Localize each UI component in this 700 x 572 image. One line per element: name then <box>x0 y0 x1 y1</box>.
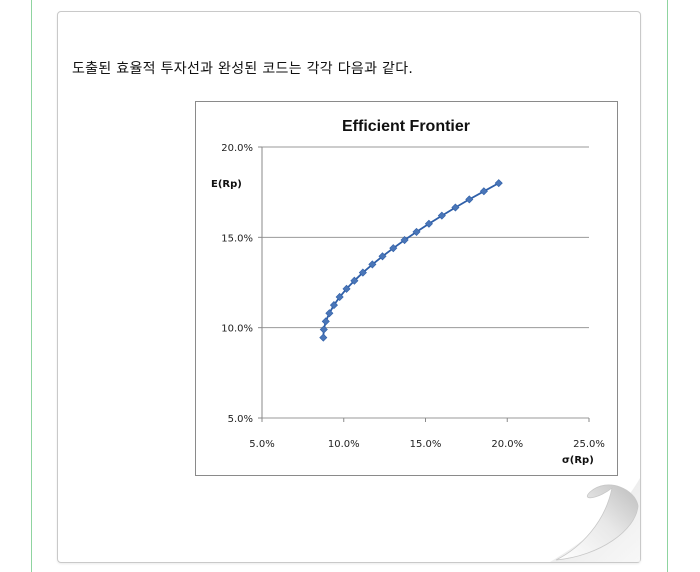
frontier-point-marker <box>319 325 328 334</box>
intro-paragraph: 도출된 효율적 투자선과 완성된 코드는 각각 다음과 같다. <box>72 61 414 77</box>
frontier-point-marker <box>479 187 488 196</box>
frontier-point-marker <box>424 219 433 228</box>
y-tick-label: 5.0% <box>228 414 253 425</box>
frontier-point-marker <box>389 244 398 253</box>
frontier-point-marker <box>400 236 409 245</box>
frontier-point-marker <box>437 211 446 220</box>
frontier-point-marker <box>412 227 421 236</box>
frontier-point-marker <box>378 252 387 261</box>
frontier-point-marker <box>325 309 334 318</box>
x-tick-label: 25.0% <box>573 439 605 450</box>
frontier-point-marker <box>342 284 351 293</box>
y-tick-label: 15.0% <box>221 233 253 244</box>
page-rail-right <box>667 0 668 572</box>
page-rail-left <box>31 0 32 572</box>
x-tick-label: 15.0% <box>410 439 442 450</box>
frontier-point-marker <box>494 179 503 188</box>
y-tick-label: 20.0% <box>221 143 253 154</box>
frontier-point-marker <box>465 195 474 204</box>
frontier-point-marker <box>368 260 377 269</box>
frontier-point-marker <box>319 333 328 342</box>
frontier-series-line <box>322 182 500 338</box>
frontier-point-marker <box>335 292 344 301</box>
efficient-frontier-chart: Efficient Frontier E(Rp) σ(Rp) 5.0% 10.0%… <box>195 101 618 476</box>
y-axis-label: E(Rp) <box>211 179 242 190</box>
x-axis-label: σ(Rp) <box>562 455 594 466</box>
x-tick-label: 10.0% <box>328 439 360 450</box>
x-tick-label: 5.0% <box>249 439 274 450</box>
y-tick-label: 10.0% <box>221 324 253 335</box>
frontier-point-marker <box>451 203 460 212</box>
frontier-point-marker <box>350 276 359 285</box>
x-tick-label: 20.0% <box>491 439 523 450</box>
frontier-point-marker <box>329 301 338 310</box>
chart-canvas: Efficient Frontier E(Rp) σ(Rp) 5.0% 10.0%… <box>211 118 605 466</box>
frontier-point-marker <box>321 317 330 326</box>
page-curl-decoration <box>550 478 640 562</box>
chart-title: Efficient Frontier <box>342 118 470 135</box>
frontier-point-marker <box>358 268 367 277</box>
